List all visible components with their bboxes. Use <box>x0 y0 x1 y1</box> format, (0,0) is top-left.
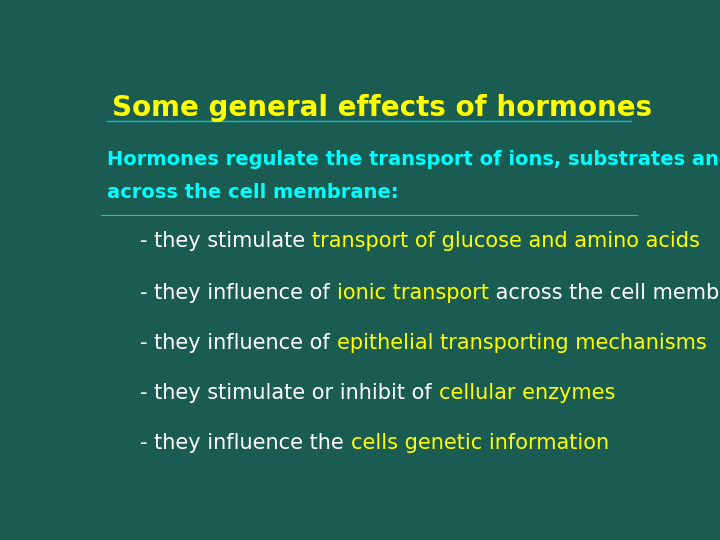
Text: - they stimulate or inhibit of: - they stimulate or inhibit of <box>140 383 438 403</box>
Text: - they influence the: - they influence the <box>140 433 351 453</box>
Text: Hormones regulate the transport of ions, substrates and metabolites: Hormones regulate the transport of ions,… <box>107 150 720 169</box>
Text: transport of glucose and amino acids: transport of glucose and amino acids <box>312 231 700 251</box>
Text: - they influence of: - they influence of <box>140 333 336 353</box>
Text: across the cell membrane: across the cell membrane <box>489 283 720 303</box>
Text: Some general effects of hormones: Some general effects of hormones <box>112 94 652 122</box>
Text: - they stimulate: - they stimulate <box>140 231 312 251</box>
Text: cellular enzymes: cellular enzymes <box>438 383 615 403</box>
Text: cells genetic information: cells genetic information <box>351 433 608 453</box>
Text: epithelial transporting mechanisms: epithelial transporting mechanisms <box>336 333 706 353</box>
Text: - they influence of: - they influence of <box>140 283 336 303</box>
Text: across the cell membrane:: across the cell membrane: <box>107 183 398 202</box>
Text: ionic transport: ionic transport <box>336 283 489 303</box>
